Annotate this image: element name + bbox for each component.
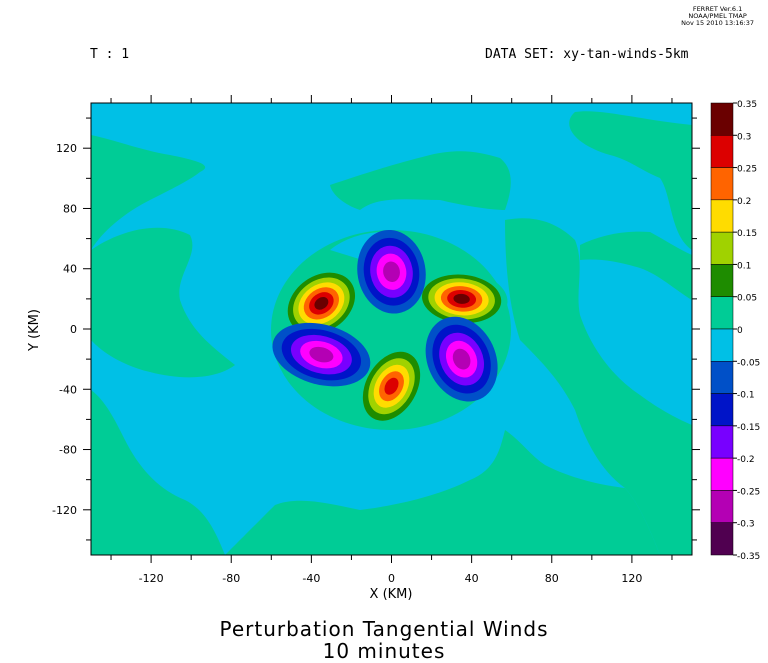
x-tick-label: 40 [465,572,479,585]
colorbar-swatch [710,199,734,233]
colorbar-label: 0.1 [737,261,751,271]
y-tick-label: -120 [52,504,77,517]
swirl-arm-bottom-left [91,390,225,555]
y-tick-label: 80 [63,202,77,215]
x-tick-label: -40 [302,572,320,585]
lobes-group [272,229,508,428]
y-tick-label: 40 [63,263,77,276]
plot-area [91,103,692,555]
plot-title-line-1: Perturbation Tangential Winds [219,617,549,641]
colorbar-swatch [710,296,734,330]
colorbar-label: 0.35 [737,100,757,110]
x-tick-label: 0 [388,572,395,585]
colorbar-label: 0.2 [737,197,751,207]
contour-band [314,297,329,310]
colorbar-swatch [710,167,734,201]
swirl-arm-bottom-center [225,430,660,555]
x-tick-label: 120 [621,572,642,585]
colorbar-swatch [710,490,734,523]
swirl-arm-left-lower [91,227,235,378]
swirl-arm-right [505,218,692,555]
swirl-arm-top [330,103,692,250]
y-tick-label: -80 [59,444,77,457]
swirl-arm-upper-center [330,151,511,210]
colorbar-swatch [710,457,734,491]
negative-lobe [272,322,371,387]
colorbar-swatch [710,522,734,556]
colorbar-label: -0.1 [737,391,755,401]
time-label: T : 1 [90,47,130,62]
swirl-arm-left [91,135,206,250]
stamp-line-2: NOAA/PMEL TMAP [688,12,747,20]
contour-band [453,293,470,304]
x-tick-label: 80 [545,572,559,585]
colorbar-swatch [710,361,734,394]
colorbar-label: -0.25 [737,487,760,497]
colorbar: 0.35 0.3 0.25 0.2 0.15 0.1 0.05 0 -0.05 -0.1 -0.15… [710,100,760,562]
plot-title: Perturbation Tangential Winds 10 minutes [0,618,768,662]
negative-lobe [425,316,498,402]
positive-lobe [415,270,508,328]
contour-band [384,377,399,395]
colorbar-label: -0.05 [737,358,760,368]
colorbar-swatch [710,328,734,362]
ferret-stamp: FERRET Ver.6.1 NOAA/PMEL TMAP Nov 15 201… [681,6,754,27]
colorbar-swatch [710,135,734,168]
swirl-arm-right-top [580,231,692,300]
colorbar-label: -0.2 [737,455,755,465]
y-tick-label: 120 [56,142,77,155]
stamp-line-1: FERRET Ver.6.1 [692,5,743,13]
stamp-line-3: Nov 15 2010 13:16:37 [681,19,754,27]
positive-lobe [357,345,426,428]
dataset-label: DATA SET: xy-tan-winds-5km [485,47,689,62]
contour-band [452,348,471,370]
colorbar-swatch [710,393,734,427]
colorbar-swatch [710,102,734,136]
contour-band [309,346,334,363]
x-tick-label: -120 [139,572,164,585]
colorbar-swatch [710,264,734,297]
colorbar-label: -0.3 [737,520,755,530]
colorbar-swatch [710,231,734,265]
plot-title-line-2: 10 minutes [322,639,446,663]
colorbar-label: -0.15 [737,423,760,433]
y-axis-label: Y (KM) [27,309,42,352]
x-tick-label: -80 [222,572,240,585]
x-axis-label: X (KM) [370,587,413,602]
colorbar-label: 0.3 [737,132,751,142]
negative-lobe [357,229,426,314]
colorbar-label: 0.25 [737,165,757,175]
positive-lobe [282,267,361,339]
colorbar-label: 0.15 [737,229,757,239]
colorbar-label: 0 [737,326,743,336]
y-tick-label: -40 [59,383,77,396]
colorbar-label: 0.05 [737,294,757,304]
contour-chart: -120 -80 -40 0 40 80 120 120 80 40 0 -40 -80 -120 0.3… [27,95,760,602]
axes-group: -120 -80 -40 0 40 80 120 120 80 40 0 -40 -80 -120 [52,95,700,585]
colorbar-label: -0.35 [737,552,760,562]
contour-band [383,261,400,282]
colorbar-swatch [710,425,734,459]
y-tick-label: 0 [70,323,77,336]
